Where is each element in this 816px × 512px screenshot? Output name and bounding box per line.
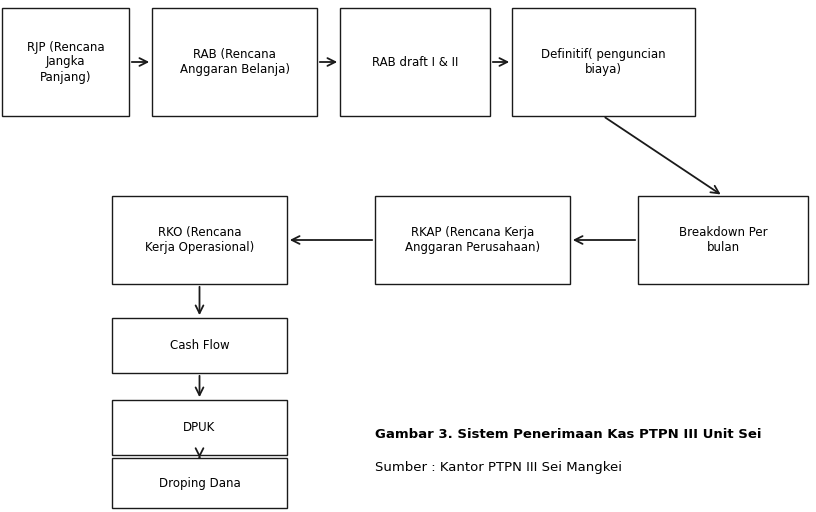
Text: RJP (Rencana
Jangka
Panjang): RJP (Rencana Jangka Panjang) xyxy=(27,40,104,83)
Bar xyxy=(340,8,490,116)
Text: Gambar 3. Sistem Penerimaan Kas PTPN III Unit Sei: Gambar 3. Sistem Penerimaan Kas PTPN III… xyxy=(375,429,761,441)
Text: RAB draft I & II: RAB draft I & II xyxy=(372,55,459,69)
Bar xyxy=(512,8,695,116)
Bar xyxy=(112,196,287,284)
Bar xyxy=(112,400,287,455)
Text: RKO (Rencana
Kerja Operasional): RKO (Rencana Kerja Operasional) xyxy=(145,226,254,254)
Text: Definitif( penguncian
biaya): Definitif( penguncian biaya) xyxy=(541,48,666,76)
Text: RKAP (Rencana Kerja
Anggaran Perusahaan): RKAP (Rencana Kerja Anggaran Perusahaan) xyxy=(405,226,540,254)
Text: Cash Flow: Cash Flow xyxy=(170,339,229,352)
Bar xyxy=(112,318,287,373)
Text: RAB (Rencana
Anggaran Belanja): RAB (Rencana Anggaran Belanja) xyxy=(180,48,290,76)
Bar xyxy=(638,196,808,284)
Bar xyxy=(112,458,287,508)
Text: Sumber : Kantor PTPN III Sei Mangkei: Sumber : Kantor PTPN III Sei Mangkei xyxy=(375,461,622,475)
Bar xyxy=(2,8,129,116)
Text: Breakdown Per
bulan: Breakdown Per bulan xyxy=(679,226,767,254)
Text: Droping Dana: Droping Dana xyxy=(158,477,241,489)
Bar xyxy=(375,196,570,284)
Bar xyxy=(152,8,317,116)
Text: DPUK: DPUK xyxy=(184,421,215,434)
